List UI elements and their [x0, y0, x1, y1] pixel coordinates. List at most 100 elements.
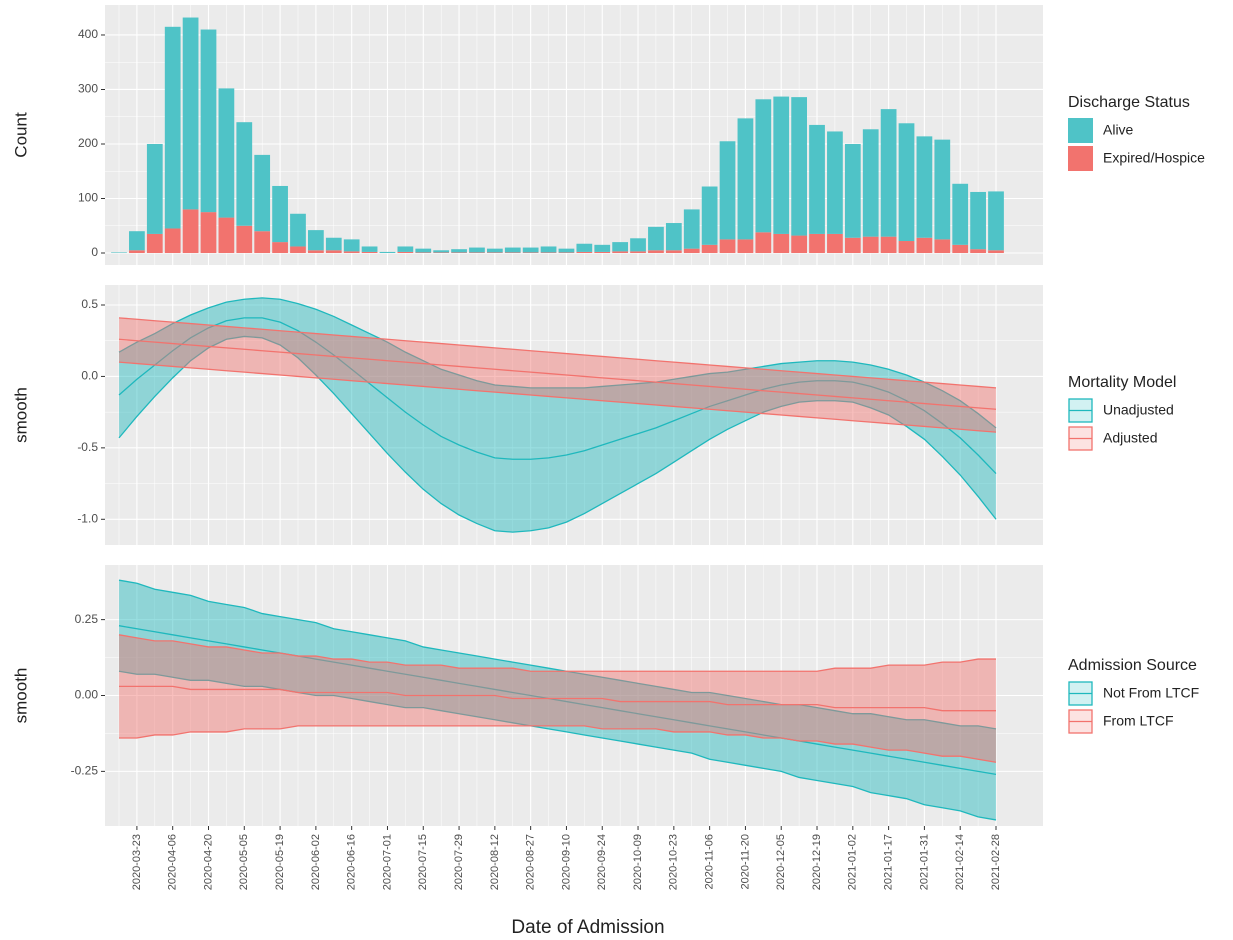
- x-tick-label: 2020-07-15: [417, 834, 429, 890]
- bar: [164, 26, 181, 229]
- bar: [648, 226, 664, 251]
- x-tick-label: 2020-11-20: [739, 834, 751, 889]
- bar: [308, 230, 324, 251]
- bar: [200, 212, 217, 254]
- bar: [361, 246, 378, 252]
- bar: [236, 225, 253, 254]
- bar: [129, 250, 145, 254]
- legend-label: Unadjusted: [1103, 402, 1174, 418]
- bar: [325, 237, 342, 251]
- bar: [272, 242, 288, 254]
- x-tick-label: 2020-06-16: [346, 834, 358, 890]
- bar: [379, 251, 396, 254]
- bar: [504, 247, 521, 253]
- y-tick-label: 0.0: [81, 369, 98, 383]
- bar: [737, 118, 754, 240]
- bar: [719, 141, 736, 240]
- bar: [433, 252, 450, 254]
- smooth-line: [119, 685, 996, 712]
- bar: [701, 186, 718, 245]
- bar: [970, 191, 986, 250]
- bar: [809, 233, 825, 254]
- x-tick-label: 2020-03-23: [131, 834, 143, 890]
- bar: [773, 233, 790, 254]
- x-tick-label: 2020-08-12: [489, 834, 501, 890]
- bar: [755, 99, 772, 233]
- x-tick-label: 2021-01-02: [847, 834, 859, 890]
- bar: [397, 246, 414, 252]
- bar: [254, 154, 271, 232]
- bar: [129, 231, 145, 251]
- bar: [146, 233, 163, 254]
- bar: [988, 191, 1004, 251]
- bar: [540, 252, 557, 254]
- bar: [970, 249, 986, 254]
- bar: [164, 228, 181, 254]
- x-tick-label: 2020-12-19: [811, 834, 823, 890]
- y-axis-title: smooth: [11, 387, 30, 443]
- x-tick-label: 2020-06-02: [310, 834, 322, 890]
- x-tick-label: 2020-10-23: [668, 834, 680, 890]
- band-lower: [119, 725, 997, 763]
- x-tick-label: 2021-01-17: [883, 834, 895, 890]
- y-axis-title: Count: [11, 112, 30, 158]
- x-tick-label: 2020-05-19: [274, 834, 286, 890]
- bar: [719, 239, 736, 254]
- bar: [469, 247, 485, 253]
- bar: [844, 237, 861, 254]
- bar: [665, 250, 682, 254]
- bar: [433, 250, 450, 253]
- bar: [665, 223, 682, 251]
- y-tick-label: -1.0: [77, 511, 98, 525]
- smooth-line: [118, 317, 997, 475]
- bar: [576, 251, 593, 254]
- bar: [486, 252, 503, 254]
- y-tick-label: -0.25: [71, 764, 99, 778]
- x-tick-label: 2020-08-27: [525, 834, 537, 890]
- bar: [755, 232, 772, 254]
- legend-label: Alive: [1103, 122, 1134, 138]
- bar: [540, 246, 557, 253]
- bar: [844, 143, 861, 238]
- bar: [182, 17, 199, 210]
- bar: [111, 252, 127, 254]
- legend-title: Admission Source: [1068, 657, 1197, 674]
- legend-label: Not From LTCF: [1103, 685, 1199, 701]
- y-tick-label: 100: [78, 191, 98, 205]
- bar: [522, 247, 539, 253]
- bar: [773, 96, 790, 234]
- y-tick-label: 0.25: [75, 612, 99, 626]
- confidence-band: [119, 317, 996, 433]
- bar: [486, 248, 503, 253]
- band-lower: [118, 670, 997, 821]
- bar: [934, 239, 951, 254]
- bar: [880, 109, 897, 237]
- bar: [916, 136, 933, 238]
- bar: [898, 123, 915, 242]
- bar: [898, 241, 915, 254]
- y-tick-label: 0.5: [81, 297, 98, 311]
- legend-title: Mortality Model: [1068, 374, 1176, 391]
- legend-label: Expired/Hospice: [1103, 150, 1205, 166]
- bar: [343, 251, 360, 254]
- bar: [988, 250, 1004, 254]
- bar: [594, 251, 611, 254]
- band-upper: [118, 579, 997, 730]
- bar: [916, 237, 933, 254]
- bar: [952, 244, 969, 254]
- bar: [737, 239, 754, 254]
- bar: [791, 97, 807, 236]
- bar: [504, 252, 521, 254]
- legend-title: Discharge Status: [1068, 94, 1190, 111]
- bar: [415, 252, 432, 254]
- x-tick-label: 2021-02-14: [954, 834, 966, 890]
- bar: [522, 252, 539, 254]
- bar: [862, 236, 879, 254]
- bar: [880, 236, 897, 254]
- bar: [952, 183, 969, 245]
- y-axis-title: smooth: [11, 668, 30, 724]
- bar: [612, 242, 629, 252]
- band-upper: [118, 317, 997, 389]
